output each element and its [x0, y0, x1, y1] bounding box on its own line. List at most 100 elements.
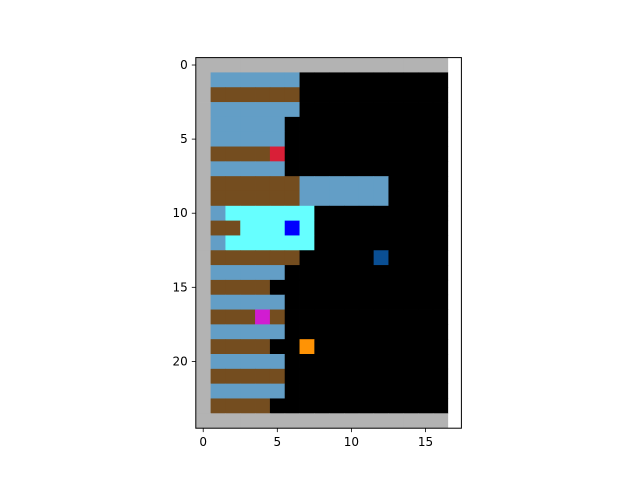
cell-floor: [373, 161, 389, 177]
cell-water: [210, 294, 226, 310]
cell-wall: [255, 57, 271, 73]
cell-dirt: [225, 309, 241, 325]
cell-water: [210, 324, 226, 340]
cell-floor: [388, 398, 404, 414]
cell-floor: [373, 368, 389, 385]
cell-floor: [418, 220, 434, 236]
cell-floor: [299, 87, 315, 103]
cell-floor: [358, 383, 375, 399]
cell-wall: [329, 57, 345, 73]
cell-floor: [344, 220, 360, 236]
cell-floor: [314, 383, 330, 399]
cell-dirt: [225, 250, 241, 266]
cell-dirt: [240, 309, 256, 325]
cell-floor: [418, 309, 434, 325]
cell-wall: [373, 413, 389, 429]
cell-wall: [195, 339, 212, 355]
cell-floor: [388, 176, 404, 192]
cell-floor: [432, 102, 449, 118]
cell-floor: [358, 368, 375, 385]
cell-floor: [432, 265, 449, 281]
cell-dirt: [225, 146, 241, 162]
cell-floor: [418, 146, 434, 162]
cell-floor: [373, 116, 389, 133]
cell-wall: [195, 235, 212, 251]
cell-floor: [344, 72, 360, 88]
cell-floor: [358, 265, 375, 281]
cell-wall: [358, 57, 375, 73]
cell-floor: [329, 265, 345, 281]
cell-dirt: [240, 250, 256, 266]
cell-dirt: [255, 398, 271, 414]
cell-floor: [418, 324, 434, 340]
cell-floor: [418, 131, 434, 147]
cell-dirt: [269, 190, 286, 207]
cell-floor: [358, 279, 375, 296]
cell-water: [240, 324, 256, 340]
cell-floor: [284, 294, 300, 310]
cell-floor: [403, 294, 419, 310]
cell-water: [240, 102, 256, 118]
cell-water: [255, 131, 271, 147]
cell-floor: [373, 205, 389, 222]
cell-floor: [329, 235, 345, 251]
cell-floor: [314, 339, 330, 355]
cell-dirt: [240, 398, 256, 414]
cell-floor: [403, 279, 419, 296]
cell-floor: [314, 279, 330, 296]
cell-ice: [255, 235, 271, 251]
cell-floor: [344, 102, 360, 118]
cell-dirt: [210, 220, 226, 236]
cell-floor: [299, 161, 315, 177]
cell-wall: [195, 294, 212, 310]
cell-floor: [314, 102, 330, 118]
cell-dirt: [284, 87, 300, 103]
cell-floor: [329, 354, 345, 370]
cell-water: [210, 354, 226, 370]
cell-floor: [432, 220, 449, 236]
cell-wall: [388, 57, 404, 73]
cell-floor: [388, 368, 404, 385]
cell-floor: [432, 131, 449, 147]
y-tick-label: 20: [173, 354, 188, 368]
cell-floor: [388, 324, 404, 340]
cell-floor: [432, 176, 449, 192]
cell-floor: [344, 309, 360, 325]
cell-ice: [299, 220, 315, 236]
cell-floor: [314, 220, 330, 236]
cell-dirt: [284, 176, 300, 192]
cell-dirt: [255, 339, 271, 355]
cell-floor: [432, 324, 449, 340]
cell-floor: [432, 87, 449, 103]
cell-floor: [344, 87, 360, 103]
cell-wall: [195, 57, 212, 73]
cell-floor: [344, 339, 360, 355]
cell-floor: [299, 354, 315, 370]
cell-dirt: [225, 339, 241, 355]
cell-floor: [299, 398, 315, 414]
cell-floor: [432, 235, 449, 251]
cell-wall: [195, 279, 212, 296]
cell-wall: [195, 383, 212, 399]
cell-floor: [432, 339, 449, 355]
cell-floor: [344, 354, 360, 370]
cell-floor: [299, 250, 315, 266]
cell-floor: [314, 131, 330, 147]
cell-wall: [432, 413, 449, 429]
cell-floor: [299, 324, 315, 340]
cell-floor: [269, 339, 286, 355]
cell-water: [299, 176, 315, 192]
cell-floor: [388, 339, 404, 355]
cell-dirt: [240, 176, 256, 192]
cell-floor: [314, 235, 330, 251]
cell-water: [255, 294, 271, 310]
cell-floor: [284, 324, 300, 340]
cell-floor: [344, 279, 360, 296]
cell-floor: [358, 339, 375, 355]
cell-water: [358, 190, 375, 207]
cell-floor: [299, 294, 315, 310]
cell-floor: [358, 220, 375, 236]
cell-floor: [373, 87, 389, 103]
cell-floor: [403, 176, 419, 192]
cell-dirt: [255, 250, 271, 266]
